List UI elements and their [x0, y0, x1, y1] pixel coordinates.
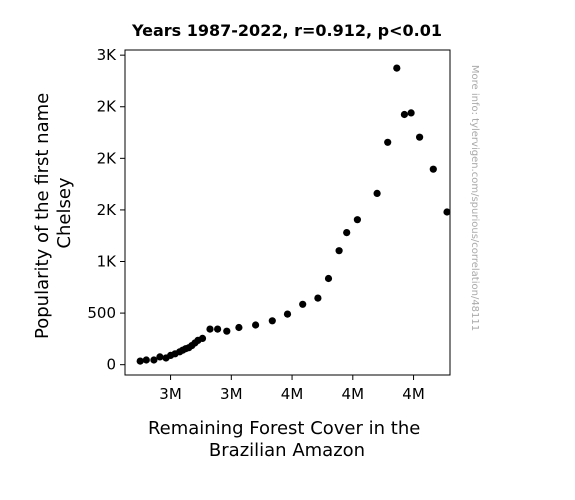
y-tick-label-3: 2K — [97, 201, 118, 219]
data-point-19 — [252, 321, 260, 329]
data-point-26 — [343, 229, 351, 237]
y-tick-label-2: 1K — [97, 253, 118, 271]
y-tick-label-6: 3K — [97, 46, 118, 64]
data-point-27 — [353, 216, 361, 224]
data-point-22 — [299, 300, 307, 308]
data-point-1 — [142, 356, 150, 364]
data-point-16 — [214, 325, 222, 333]
data-point-15 — [206, 325, 214, 333]
data-point-31 — [400, 110, 408, 119]
data-point-18 — [235, 323, 243, 332]
chart-title: Years 1987-2022, r=0.912, p<0.01 — [131, 21, 442, 40]
y-tick-label-4: 2K — [97, 149, 118, 167]
data-point-14 — [198, 334, 207, 342]
x-tick-label-1: 3M — [220, 385, 243, 403]
x-tick-label-4: 4M — [402, 385, 425, 403]
data-point-23 — [314, 294, 322, 302]
data-point-33 — [416, 133, 424, 141]
plot-frame — [124, 49, 451, 376]
data-point-0 — [136, 357, 144, 365]
plot-area: 3M 3M 4M 4M 4M 0 500 1K 2K 2K 2K 3K — [87, 46, 451, 403]
data-point-32 — [407, 109, 415, 117]
y-axis-label-line-2: Chelsey — [54, 177, 75, 249]
y-axis-label-line-1: Popularity of the first name — [32, 93, 53, 339]
data-point-17 — [223, 327, 231, 335]
data-point-25 — [335, 247, 343, 255]
x-axis-ticks: 3M 3M 4M 4M 4M — [159, 375, 425, 403]
data-point-24 — [324, 274, 333, 283]
y-axis-label: Popularity of the first name Chelsey — [32, 87, 75, 339]
data-point-20 — [268, 317, 276, 325]
x-axis-label-line-1: Remaining Forest Cover in the — [148, 418, 420, 439]
data-point-30 — [393, 64, 401, 72]
x-axis-label: Remaining Forest Cover in the Brazilian … — [148, 418, 426, 461]
y-tick-label-0: 0 — [106, 356, 116, 374]
x-tick-label-3: 4M — [342, 385, 365, 403]
x-tick-label-2: 4M — [281, 385, 304, 403]
data-point-34 — [429, 165, 437, 173]
data-point-28 — [373, 189, 381, 197]
x-tick-label-0: 3M — [159, 385, 182, 403]
data-point-3 — [156, 353, 164, 361]
x-axis-label-line-2: Brazilian Amazon — [209, 440, 365, 461]
y-tick-label-1: 500 — [87, 304, 116, 322]
data-points — [136, 64, 451, 365]
data-point-29 — [384, 138, 392, 146]
data-point-21 — [283, 310, 292, 318]
data-point-2 — [150, 356, 158, 364]
y-tick-label-5: 2K — [97, 98, 118, 116]
data-point-35 — [443, 208, 451, 216]
y-axis-ticks: 0 500 1K 2K 2K 2K 3K — [87, 46, 125, 374]
watermark-text: More info: tylervigen.com/spurious/corre… — [469, 65, 480, 331]
